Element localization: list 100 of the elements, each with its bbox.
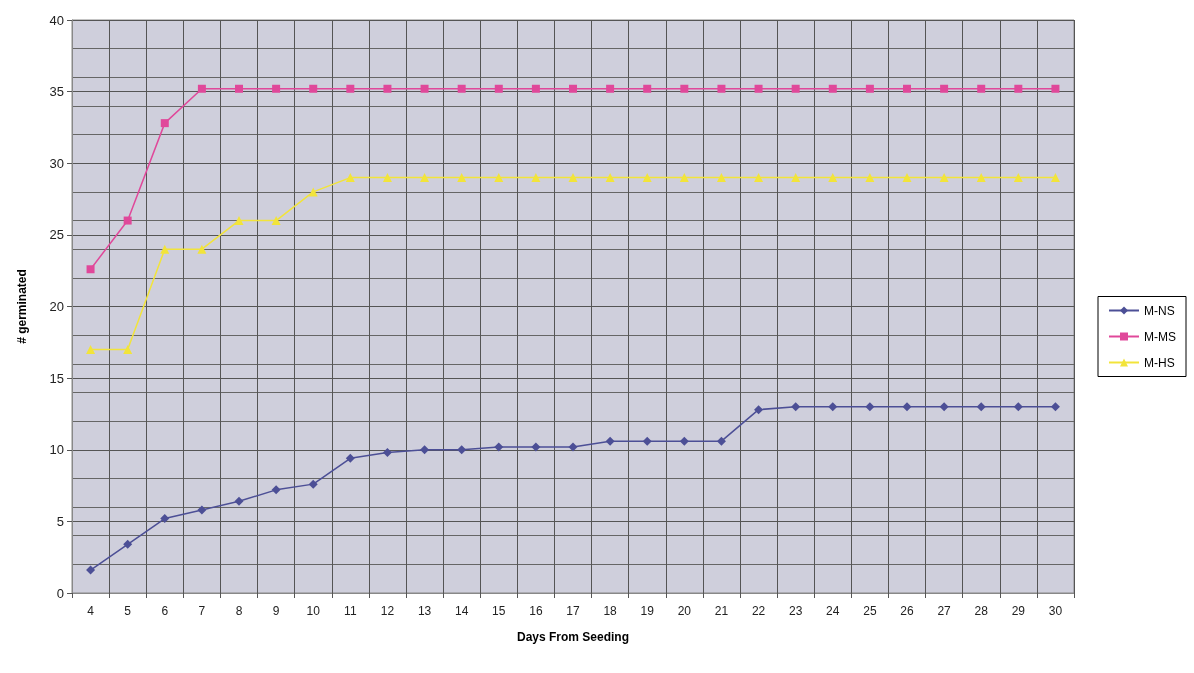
point [234, 496, 244, 506]
point [197, 244, 207, 254]
point [271, 485, 281, 495]
x-tick-label: 21 [714, 604, 729, 618]
point [865, 84, 874, 93]
point [716, 173, 726, 183]
point [420, 445, 430, 455]
point [160, 119, 169, 128]
point [1013, 173, 1023, 183]
point [939, 173, 949, 183]
y-tick-label: 15 [49, 370, 64, 386]
point [531, 84, 540, 93]
point [903, 84, 911, 93]
y-tick-label: 40 [49, 12, 64, 28]
point [86, 344, 96, 354]
x-tick-label: 29 [1011, 604, 1026, 618]
point [643, 84, 652, 93]
x-axis-title: Days From Seeding [516, 630, 630, 644]
y-tick-label: 25 [49, 227, 64, 243]
point [605, 436, 615, 446]
point [865, 402, 875, 412]
point [197, 84, 206, 93]
x-tick-label: 6 [161, 604, 169, 618]
x-tick-label: 7 [198, 604, 206, 618]
point [457, 445, 467, 455]
x-tick-label: 25 [863, 604, 877, 618]
point [865, 173, 875, 183]
point [531, 173, 541, 183]
point [160, 244, 170, 254]
y-tick-label: 10 [49, 442, 64, 458]
point [457, 173, 467, 183]
point [1013, 402, 1023, 412]
point [642, 436, 652, 446]
x-tick-label: 19 [640, 604, 655, 618]
x-tick-label: 11 [344, 604, 357, 618]
y-tick-label: 5 [56, 513, 64, 529]
point [308, 479, 318, 489]
point [345, 453, 355, 463]
y-tick-label: 30 [49, 155, 64, 171]
point [754, 173, 764, 183]
x-tick-label: 20 [677, 604, 692, 618]
point [383, 84, 392, 93]
point [272, 84, 281, 93]
point [345, 173, 355, 183]
point [791, 173, 801, 183]
point [791, 84, 800, 93]
x-tick-label: 15 [492, 604, 506, 618]
point [902, 173, 912, 183]
point [309, 84, 318, 93]
point [902, 402, 912, 412]
point [197, 505, 207, 515]
point [976, 402, 986, 412]
x-tick-label: 4 [87, 604, 95, 618]
x-tick-label: 30 [1048, 604, 1063, 618]
y-tick-label: 20 [49, 299, 64, 314]
point [457, 84, 466, 93]
point [717, 84, 726, 93]
point [679, 173, 689, 183]
point [420, 173, 430, 183]
point [716, 436, 726, 446]
x-tick-label: 18 [603, 604, 618, 618]
point [940, 84, 949, 93]
x-tick-label: 13 [417, 604, 432, 618]
point [123, 344, 133, 354]
point [828, 402, 838, 412]
point [939, 402, 949, 412]
x-tick-label: 22 [751, 604, 766, 618]
point [1014, 84, 1023, 93]
point [605, 173, 615, 183]
point [494, 442, 504, 452]
x-tick-label: 26 [900, 604, 914, 618]
point [234, 216, 244, 226]
point [420, 84, 429, 93]
legend-label: M-MS [1144, 329, 1177, 344]
legend-label: M-NS [1144, 303, 1175, 318]
point [568, 442, 578, 452]
y-tick-label: 35 [49, 84, 64, 100]
legend-label: M-HS [1144, 355, 1175, 370]
x-tick-label: 17 [566, 604, 580, 618]
point [160, 514, 170, 524]
x-tick-label: 24 [826, 604, 840, 618]
x-tick-label: 14 [454, 604, 469, 618]
point [828, 84, 837, 93]
point [494, 84, 503, 93]
x-tick-label: 27 [937, 604, 952, 618]
point [680, 84, 689, 93]
point [679, 436, 689, 446]
x-tick-label: 23 [788, 604, 803, 618]
x-tick-label: 8 [235, 604, 243, 618]
x-tick-label: 28 [974, 604, 989, 618]
point [1050, 173, 1060, 183]
point [531, 442, 541, 452]
point [977, 84, 986, 93]
point [235, 84, 243, 93]
x-tick-label: 10 [306, 604, 321, 618]
point [606, 84, 615, 93]
point [568, 173, 578, 183]
point [123, 539, 133, 549]
x-tick-label: 9 [272, 604, 280, 618]
point [569, 84, 577, 93]
